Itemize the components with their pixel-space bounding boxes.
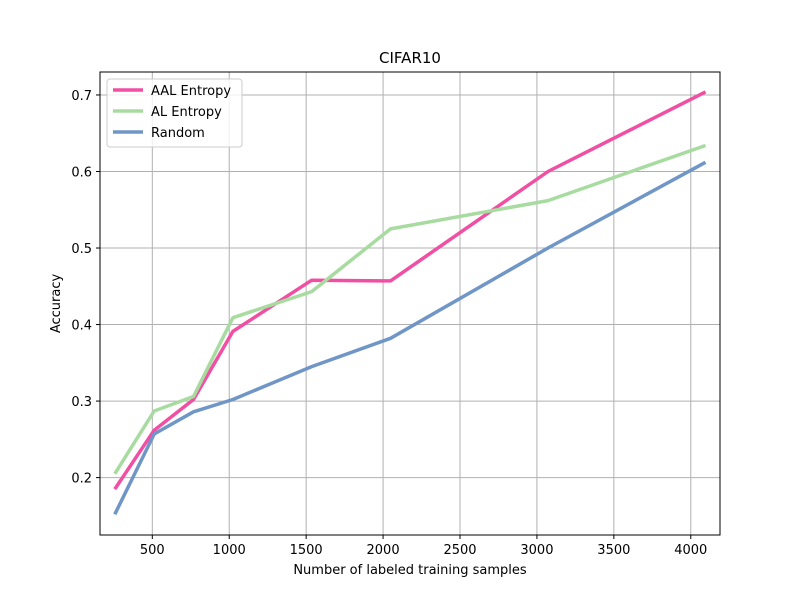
legend-label: AL Entropy — [151, 105, 222, 120]
y-tick-label: 0.2 — [71, 472, 92, 487]
legend-label: Random — [151, 126, 205, 141]
y-axis-label: Accuracy — [49, 274, 64, 334]
grid — [100, 72, 720, 535]
plot-frame — [99, 71, 721, 536]
x-tick-label: 3500 — [597, 543, 630, 558]
y-tick-label: 0.5 — [71, 242, 92, 257]
chart-title: CIFAR10 — [379, 49, 441, 67]
x-tick-label: 4000 — [674, 543, 707, 558]
x-axis-ticks: 500 1000 1500 2000 2500 3000 3500 4000 — [140, 535, 707, 558]
x-tick-label: 1500 — [290, 543, 323, 558]
y-tick-label: 0.4 — [71, 319, 92, 334]
x-tick-label: 2500 — [443, 543, 476, 558]
x-tick-label: 3000 — [520, 543, 553, 558]
series-lines — [113, 90, 707, 516]
x-tick-label: 500 — [140, 543, 165, 558]
y-tick-label: 0.3 — [71, 395, 92, 410]
legend: AAL Entropy AL Entropy Random — [106, 78, 243, 148]
series-line-0 — [113, 90, 707, 491]
x-tick-label: 2000 — [367, 543, 400, 558]
legend-label: AAL Entropy — [151, 84, 231, 99]
x-axis-label: Number of labeled training samples — [293, 563, 527, 578]
series-line-2 — [113, 160, 707, 516]
y-axis-ticks: 0.2 0.3 0.4 0.5 0.6 0.7 — [71, 89, 100, 487]
x-tick-label: 1000 — [213, 543, 246, 558]
y-tick-label: 0.7 — [71, 89, 92, 104]
legend-box — [106, 78, 243, 148]
y-tick-label: 0.6 — [71, 165, 92, 180]
series-line-1 — [113, 143, 707, 475]
